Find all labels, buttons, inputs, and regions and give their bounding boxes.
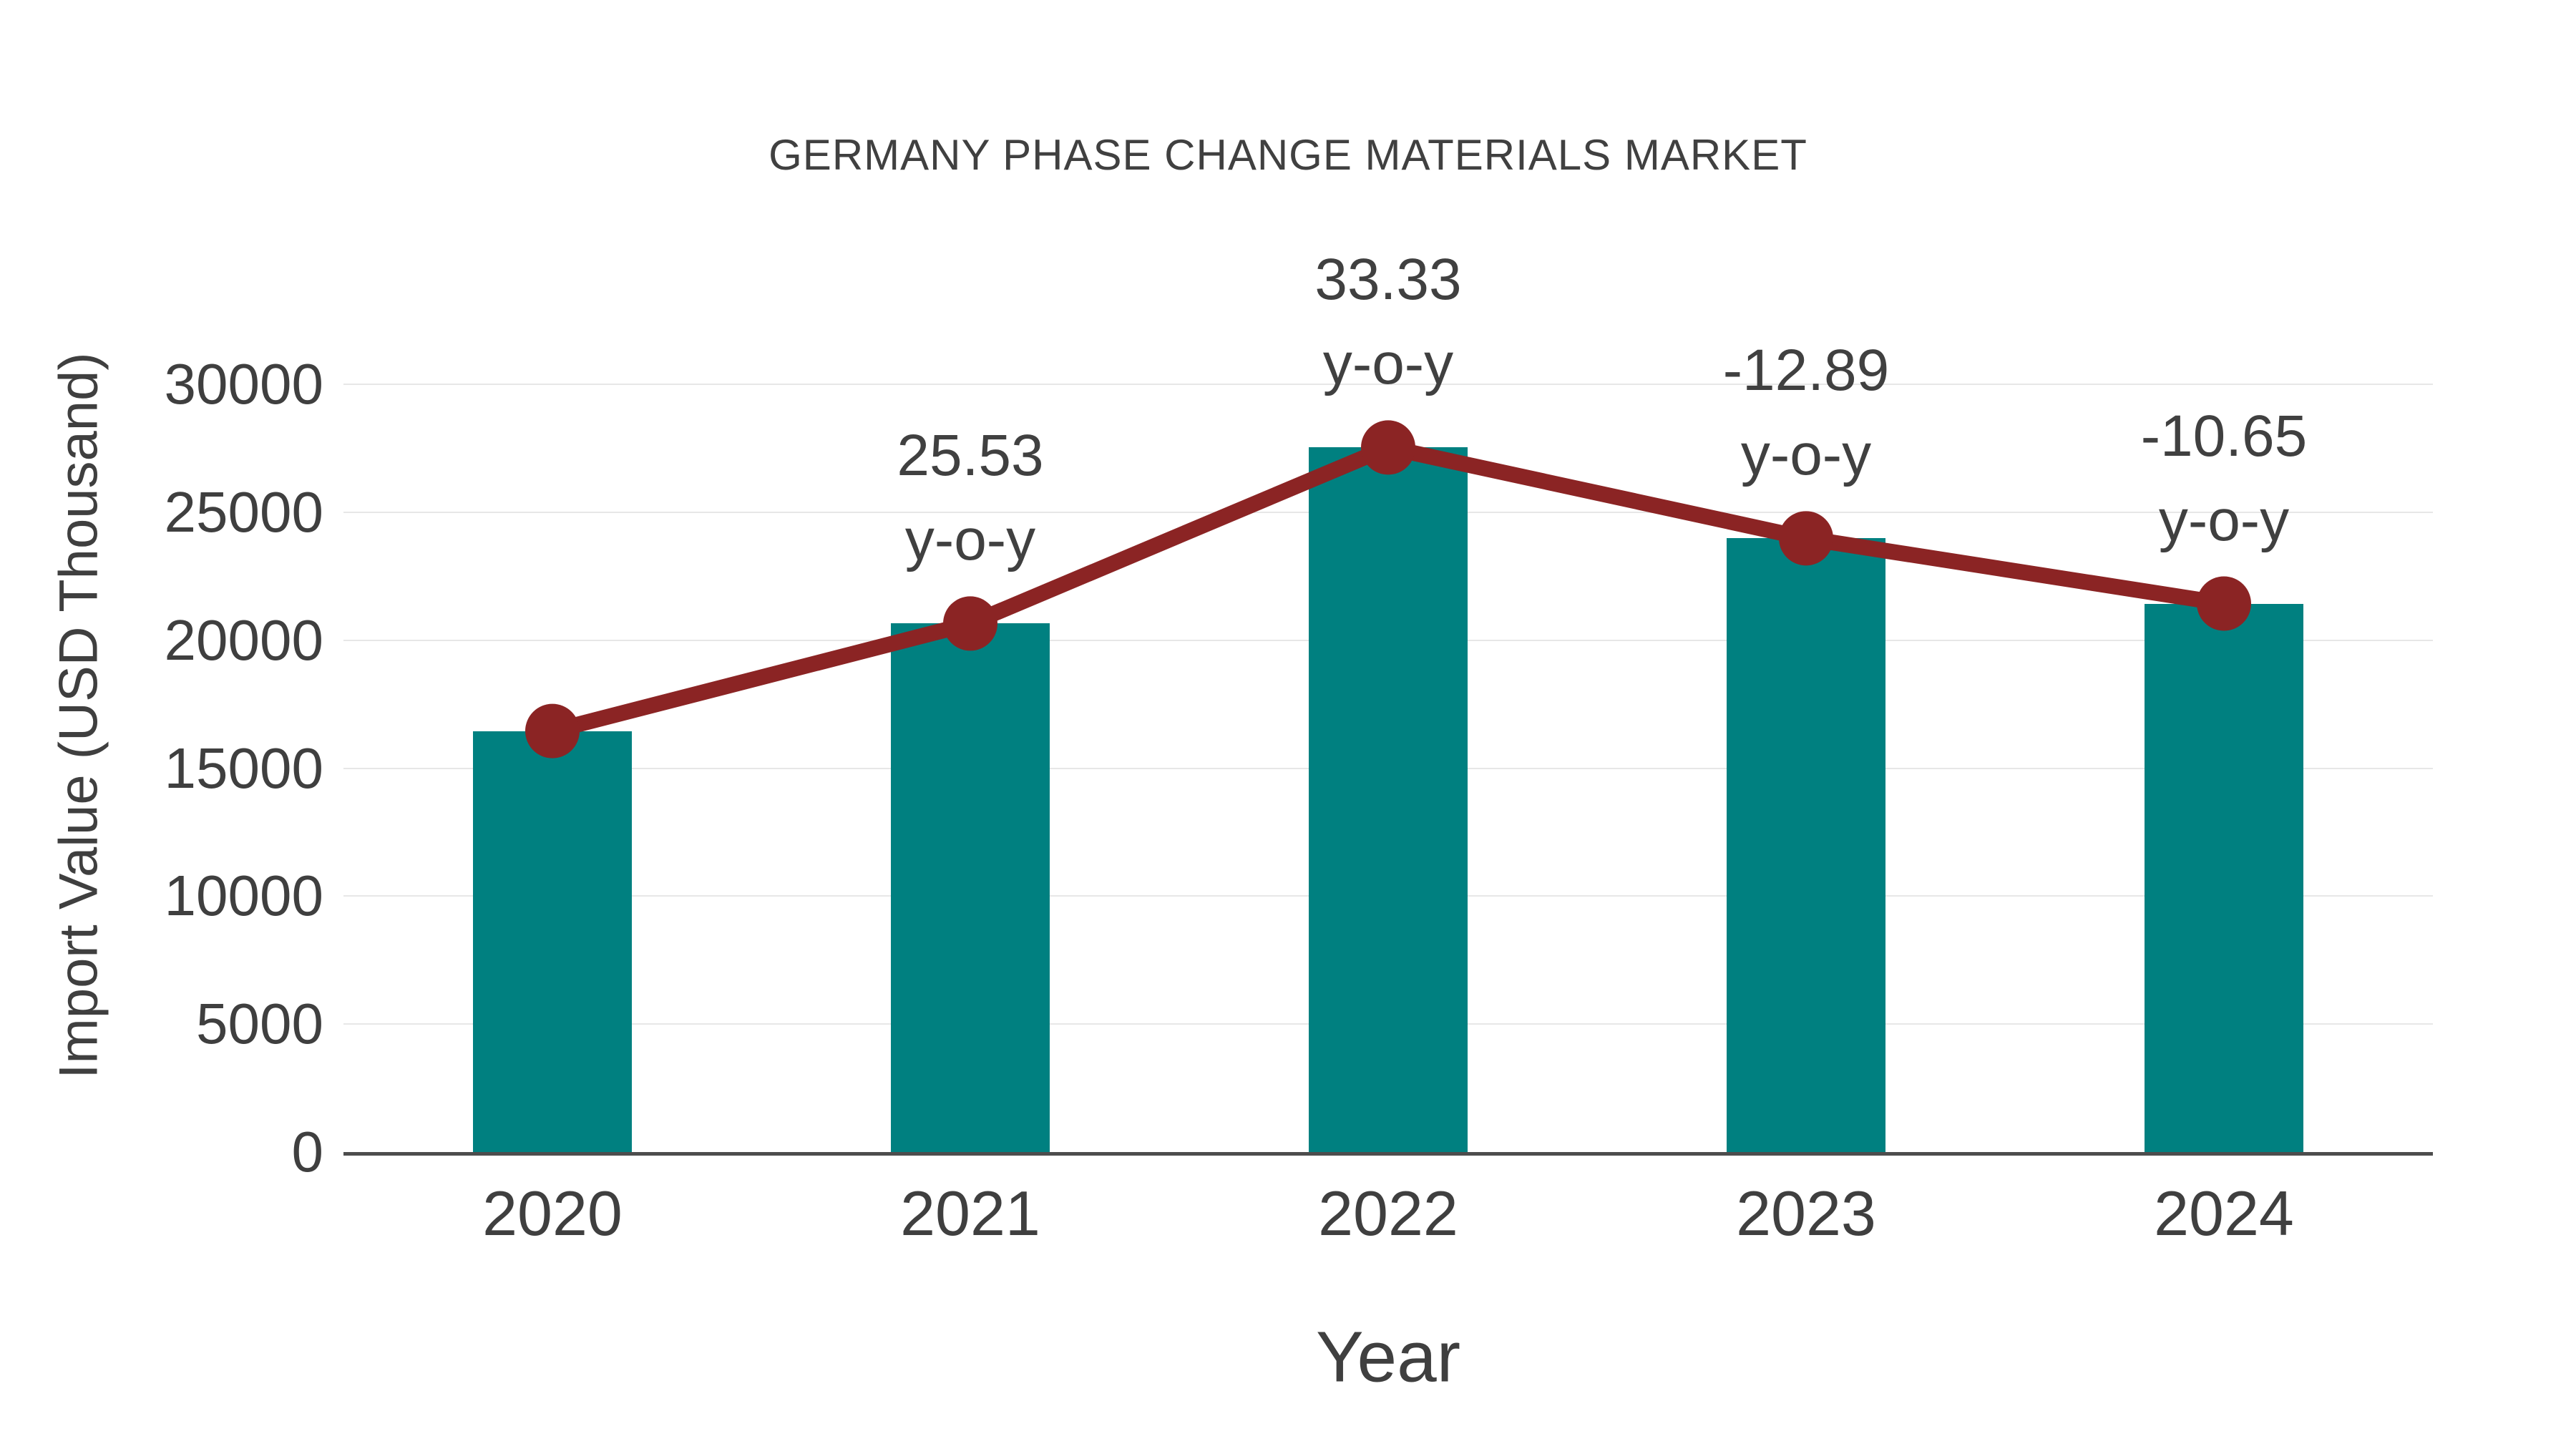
x-axis-title: Year <box>1315 1317 1461 1397</box>
marker-2023 <box>1779 511 1833 566</box>
marker-2021 <box>943 596 997 651</box>
point-label-value-2022: 33.33 <box>1314 247 1462 313</box>
y-axis-title: Import Value (USD Thousand) <box>48 352 109 1079</box>
point-label-suffix-2023: y-o-y <box>1740 422 1872 488</box>
x-tick-label-2020: 2020 <box>482 1178 623 1249</box>
y-tick-label-25000: 25000 <box>164 479 323 544</box>
chart-title: GERMANY PHASE CHANGE MATERIALS MARKET <box>769 131 1807 179</box>
bar-2022 <box>1309 447 1468 1152</box>
marker-2024 <box>2197 576 2251 631</box>
bar-2020 <box>473 731 632 1152</box>
x-tick-label-2021: 2021 <box>900 1178 1040 1249</box>
marker-2020 <box>525 703 580 758</box>
y-tick-label-0: 0 <box>291 1120 324 1184</box>
marker-2022 <box>1361 420 1415 475</box>
y-tick-label-30000: 30000 <box>164 352 323 416</box>
trend-line-layer <box>525 420 2251 758</box>
y-tick-label-15000: 15000 <box>164 736 323 800</box>
x-tick-label-2023: 2023 <box>1736 1178 1876 1249</box>
bar-2021 <box>891 623 1050 1152</box>
y-tick-label-20000: 20000 <box>164 608 323 672</box>
x-tick-label-2024: 2024 <box>2154 1178 2294 1249</box>
x-tick-label-2022: 2022 <box>1318 1178 1458 1249</box>
y-tick-label-10000: 10000 <box>164 864 323 928</box>
point-label-value-2021: 25.53 <box>897 423 1044 489</box>
point-label-suffix-2021: y-o-y <box>904 507 1036 573</box>
y-tick-label-5000: 5000 <box>196 992 323 1056</box>
point-label-value-2024: -10.65 <box>2140 403 2308 469</box>
plot-area <box>343 384 2433 1156</box>
bar-2024 <box>2145 603 2303 1152</box>
gridline-30000 <box>343 384 2433 385</box>
point-label-suffix-2022: y-o-y <box>1322 331 1454 397</box>
point-label-suffix-2024: y-o-y <box>2158 487 2290 553</box>
bar-2023 <box>1727 538 1885 1152</box>
point-label-value-2023: -12.89 <box>1722 338 1890 404</box>
trend-line <box>550 439 2225 739</box>
